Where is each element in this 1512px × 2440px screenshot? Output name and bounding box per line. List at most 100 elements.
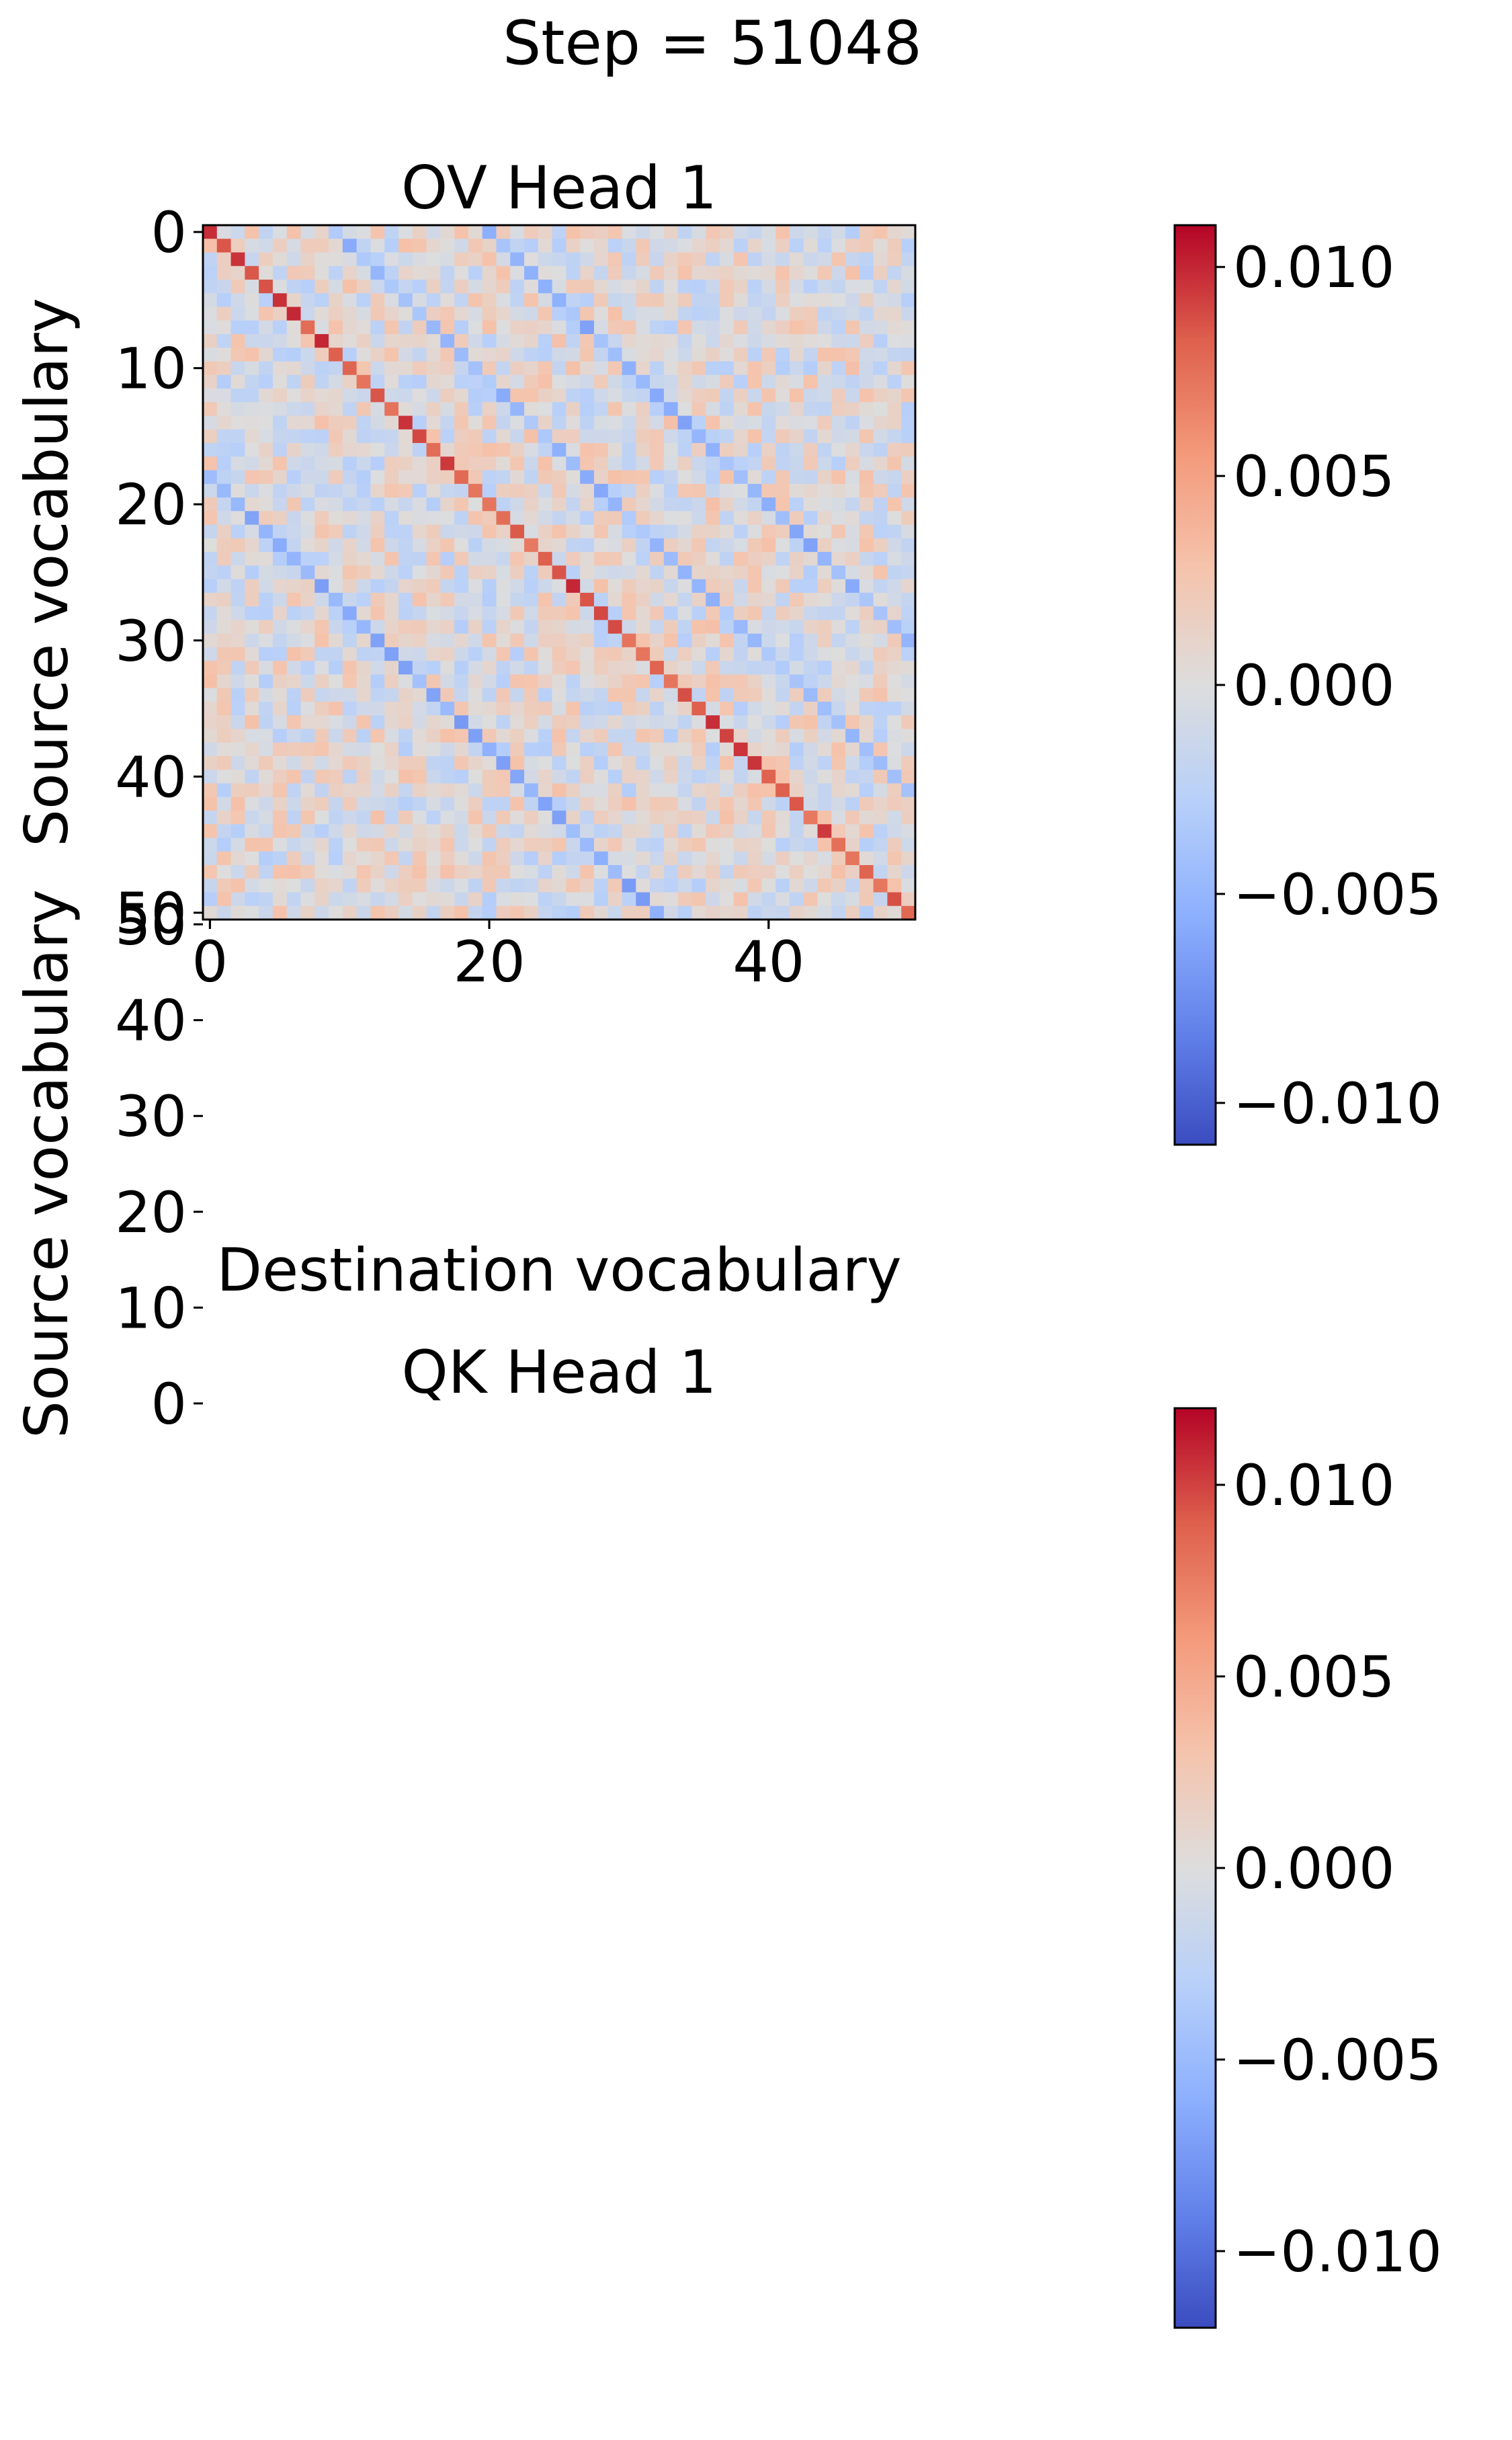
heatmap-cell (775, 633, 790, 648)
heatmap-cell (552, 389, 566, 403)
heatmap-cell (607, 429, 623, 444)
heatmap-cell (775, 524, 790, 539)
heatmap-cell (245, 239, 259, 253)
heatmap-cell (775, 456, 790, 471)
heatmap-cell (803, 348, 818, 362)
heatmap-cell (650, 266, 665, 280)
heatmap-cell (412, 770, 427, 784)
heatmap-cell (510, 592, 525, 607)
heatmap-cell (901, 851, 916, 866)
heatmap-cell (468, 374, 483, 389)
heatmap-cell (370, 524, 385, 539)
heatmap-cell (412, 797, 427, 811)
heatmap-cell (593, 620, 609, 635)
heatmap-cell (314, 770, 329, 784)
heatmap-cell (636, 688, 650, 702)
heatmap-cell (412, 879, 427, 893)
heatmap-cell (593, 688, 609, 702)
heatmap-cell (300, 756, 315, 770)
heatmap-cell (803, 592, 818, 607)
heatmap-cell (454, 633, 469, 648)
heatmap-cell (691, 348, 706, 362)
heatmap-cell (259, 429, 274, 444)
heatmap-cell (245, 851, 259, 866)
heatmap-cell (230, 252, 245, 267)
heatmap-cell (426, 783, 441, 798)
heatmap-cell (817, 443, 832, 457)
heatmap-cell (216, 661, 232, 676)
heatmap-cell (901, 483, 916, 498)
heatmap-cell (370, 797, 385, 811)
heatmap-cell (245, 552, 259, 566)
heatmap-cell (747, 701, 762, 716)
heatmap-cell (245, 783, 259, 798)
heatmap-cell (817, 252, 832, 267)
heatmap-cell (593, 797, 609, 811)
heatmap-cell (482, 361, 497, 376)
heatmap-cell (691, 293, 706, 308)
heatmap-cell (720, 374, 734, 389)
heatmap-cell (706, 892, 720, 907)
heatmap-cell (272, 864, 288, 879)
heatmap-cell (566, 538, 581, 553)
heatmap-cell (887, 538, 902, 553)
heatmap-cell (510, 783, 525, 798)
heatmap-cell (230, 538, 245, 553)
heatmap-cell (552, 307, 566, 321)
heatmap-cell (496, 633, 511, 648)
heatmap-cell (593, 851, 609, 866)
heatmap-cell (775, 647, 790, 661)
heatmap-cell (566, 633, 581, 648)
heatmap-cell (440, 429, 455, 444)
heatmap-cell (873, 415, 888, 430)
heatmap-cell (286, 415, 302, 430)
heatmap-cell (468, 565, 483, 580)
heatmap-cell (789, 538, 804, 553)
heatmap-cell (370, 579, 385, 594)
heatmap-cell (817, 797, 832, 811)
heatmap-cell (552, 225, 566, 239)
heatmap-cell (845, 864, 860, 879)
heatmap-cell (691, 633, 706, 648)
heatmap-cell (901, 701, 916, 716)
heatmap-cell (831, 879, 846, 893)
heatmap-cell (286, 864, 302, 879)
heatmap-cell (859, 280, 874, 294)
heatmap-cell (691, 511, 706, 526)
heatmap-cell (384, 892, 399, 907)
heatmap-cell (677, 361, 693, 376)
heatmap-cell (272, 905, 288, 920)
heatmap-cell (845, 851, 860, 866)
heatmap-cell (496, 824, 511, 839)
heatmap-cell (398, 851, 413, 866)
heatmap-cell (468, 810, 483, 825)
heatmap-cell (245, 592, 259, 607)
heatmap-cell (887, 838, 902, 852)
heatmap-cell (775, 879, 790, 893)
heatmap-cell (440, 892, 455, 907)
heatmap-cell (259, 334, 274, 348)
heatmap-cell (789, 293, 804, 308)
heatmap-cell (831, 552, 846, 566)
heatmap-cell (300, 783, 315, 798)
heatmap-cell (384, 879, 399, 893)
heatmap-cell (426, 661, 441, 676)
heatmap-cell (412, 225, 427, 239)
heatmap-cell (496, 293, 511, 308)
heatmap-cell (314, 293, 329, 308)
heatmap-cell (329, 524, 343, 539)
heatmap-cell (245, 892, 259, 907)
heatmap-cell (538, 552, 553, 566)
heatmap-cell (733, 770, 749, 784)
heatmap-cell (720, 864, 734, 879)
heatmap-cell (650, 361, 665, 376)
heatmap-cell (216, 374, 232, 389)
heatmap-cell (342, 470, 358, 485)
heatmap-cell (817, 374, 832, 389)
heatmap-cell (873, 361, 888, 376)
heatmap-cell (482, 579, 497, 594)
heatmap-cell (552, 824, 566, 839)
heatmap-cell (636, 320, 650, 335)
heatmap-cell (733, 456, 749, 471)
heatmap-cell (789, 252, 804, 267)
